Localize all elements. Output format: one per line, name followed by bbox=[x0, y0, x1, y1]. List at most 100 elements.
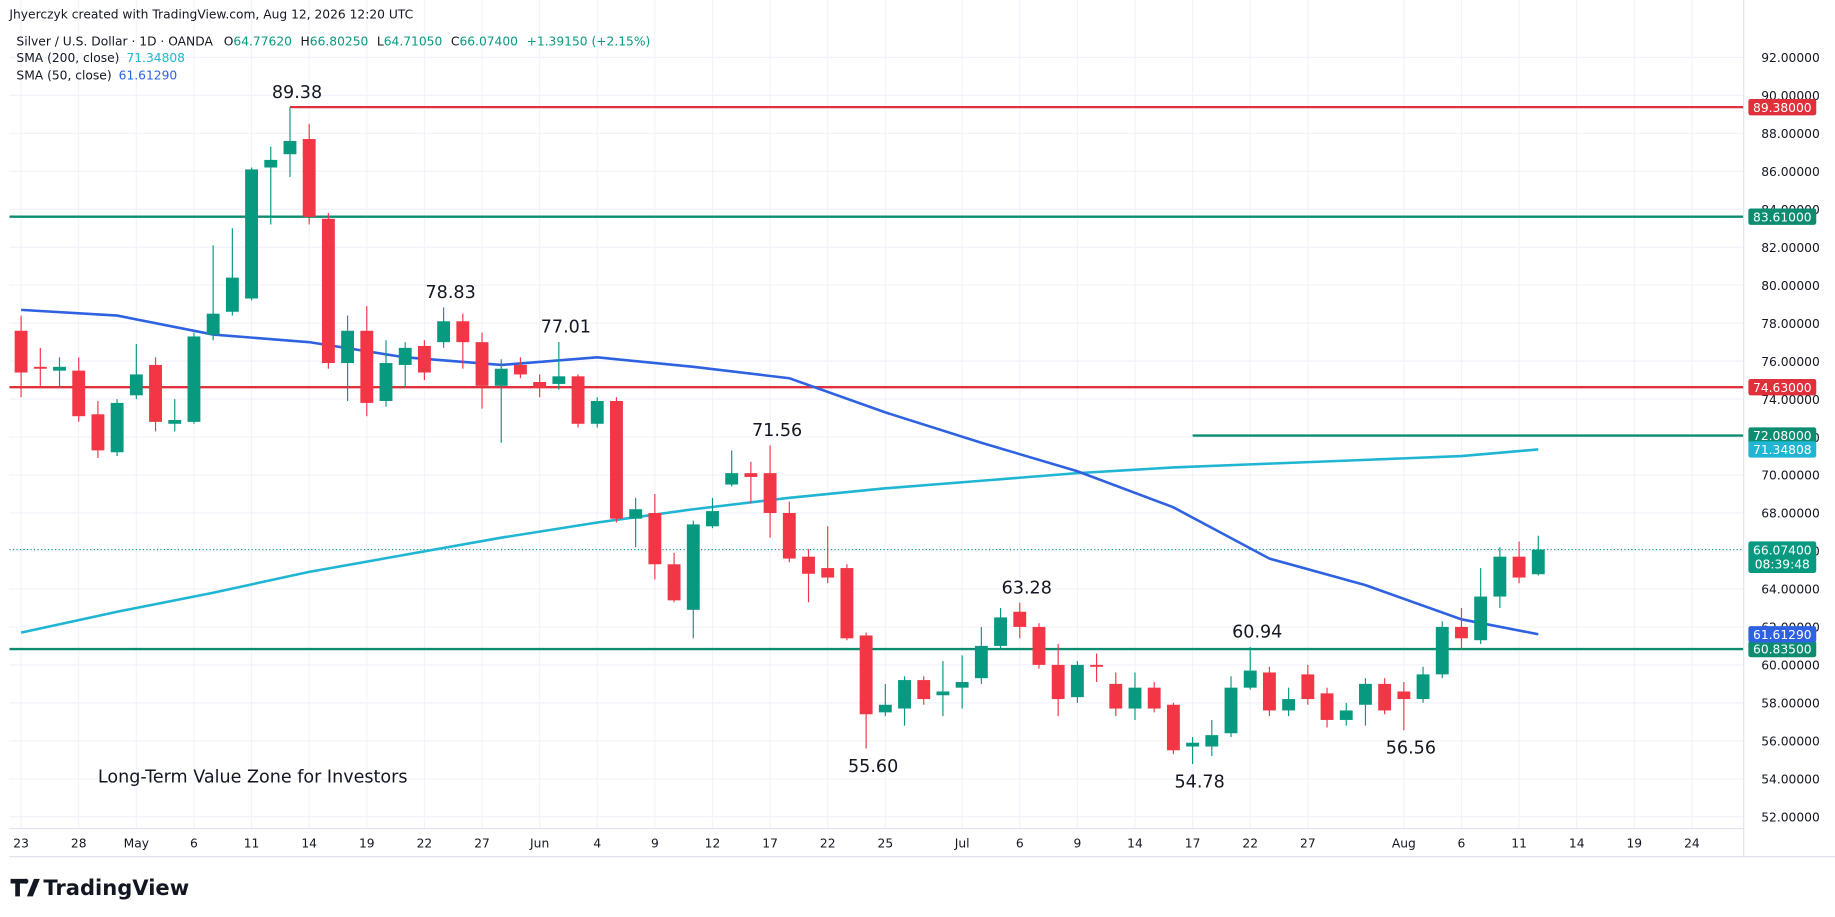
candle-body bbox=[1320, 693, 1334, 720]
x-tick-label: 24 bbox=[1684, 836, 1700, 850]
level-label-text: 60.83500 bbox=[1753, 643, 1812, 657]
legend-value: 64.77620 bbox=[233, 35, 292, 49]
candle-body bbox=[321, 218, 335, 364]
price-labels: 89.38000 83.61000 74.63000 72.08000 60.83500… bbox=[1748, 98, 1817, 658]
legend-key: L bbox=[377, 35, 384, 49]
candle-body bbox=[763, 473, 777, 514]
candle-body bbox=[1359, 683, 1372, 705]
candle-body bbox=[821, 568, 835, 578]
candle-body bbox=[1493, 556, 1507, 597]
annotation: 78.83 bbox=[426, 283, 476, 303]
candle-body bbox=[1013, 611, 1027, 627]
candle-body bbox=[744, 473, 758, 477]
logo-mark bbox=[10, 878, 40, 897]
candle-body bbox=[225, 277, 239, 312]
candle-body bbox=[1512, 556, 1526, 578]
candle-body bbox=[955, 681, 969, 688]
candle-body bbox=[571, 376, 585, 424]
candle-body bbox=[706, 511, 719, 527]
candle-body bbox=[1397, 691, 1411, 700]
x-tick-label: 6 bbox=[190, 836, 198, 850]
x-tick-label: 11 bbox=[244, 836, 260, 850]
candle-body bbox=[1339, 710, 1353, 720]
level-label-box bbox=[1748, 640, 1817, 658]
x-tick-label: 22 bbox=[1242, 836, 1258, 850]
annotation: 56.56 bbox=[1386, 739, 1436, 759]
y-tick-label: 60.00000 bbox=[1761, 659, 1820, 673]
candle-body bbox=[1416, 674, 1430, 700]
candle-body bbox=[475, 342, 489, 386]
plot-area bbox=[9, 105, 1744, 764]
candle-body bbox=[91, 414, 105, 451]
credit: Jhyerczyk created with TradingView.com, … bbox=[8, 8, 413, 22]
grid bbox=[9, 0, 1744, 829]
candle-body bbox=[552, 376, 566, 384]
x-tick-label: 9 bbox=[1073, 836, 1081, 850]
candle-body bbox=[590, 401, 604, 424]
current-price-text: 66.07400 bbox=[1753, 543, 1812, 557]
candle-body bbox=[1147, 687, 1161, 709]
candle-body bbox=[264, 159, 278, 168]
candle-body bbox=[1070, 664, 1084, 698]
axes: 52.00000 54.00000 56.00000 58.00000 60.00000… bbox=[13, 51, 1819, 850]
x-tick-label: 23 bbox=[13, 836, 29, 850]
annotation: 71.56 bbox=[752, 421, 802, 441]
level-label-text: 74.63000 bbox=[1753, 381, 1812, 395]
annotation: 63.28 bbox=[1002, 578, 1052, 598]
candle-body bbox=[859, 635, 873, 715]
x-tick-label: Aug bbox=[1392, 836, 1416, 850]
annotation: 77.01 bbox=[541, 318, 591, 338]
legend-value: 64.71050 bbox=[384, 35, 443, 49]
candle-body bbox=[648, 513, 662, 565]
candle-body bbox=[1128, 687, 1142, 709]
y-tick-label: 80.00000 bbox=[1761, 279, 1820, 293]
candle-body bbox=[283, 140, 297, 155]
brand: TradingView bbox=[43, 875, 189, 900]
candle-body bbox=[398, 347, 412, 365]
y-tick-label: 82.00000 bbox=[1761, 241, 1820, 255]
candle-body bbox=[533, 382, 547, 388]
level-label-text: 72.08000 bbox=[1753, 429, 1812, 443]
x-tick-label: 6 bbox=[1458, 836, 1466, 850]
logo-dot bbox=[23, 878, 29, 884]
x-tick-label: 9 bbox=[651, 836, 659, 850]
candle-body bbox=[974, 645, 988, 679]
legend-change: +1.39150 (+2.15%) bbox=[527, 35, 651, 49]
y-tick-label: 54.00000 bbox=[1761, 772, 1820, 786]
x-tick-label: 17 bbox=[762, 836, 778, 850]
candle-body bbox=[994, 617, 1007, 646]
level-label-box bbox=[1748, 98, 1817, 116]
x-tick-label: 17 bbox=[1185, 836, 1201, 850]
candle-body bbox=[1224, 687, 1238, 734]
x-tick-label: 27 bbox=[474, 836, 490, 850]
annotations: 89.38 78.83 77.01 71.56 55.60 63.28 60.94 54.78… bbox=[98, 83, 1436, 793]
sma-label-text: 61.61290 bbox=[1753, 628, 1812, 642]
candle-body bbox=[206, 313, 220, 335]
candle-body bbox=[513, 364, 527, 375]
x-tick-label: 11 bbox=[1511, 836, 1527, 850]
candle-body bbox=[1378, 683, 1392, 711]
candle-body bbox=[1243, 670, 1257, 688]
level-label-text: 89.38000 bbox=[1753, 101, 1812, 115]
sma-line bbox=[21, 308, 1539, 636]
legend-key: C bbox=[451, 35, 460, 49]
candle-body bbox=[187, 336, 201, 422]
sma-line bbox=[20, 448, 1539, 634]
candle-body bbox=[667, 564, 681, 601]
legend-sma50: SMA (50, close) 61.61290 bbox=[16, 69, 177, 83]
y-tick-label: 88.00000 bbox=[1761, 127, 1820, 141]
x-tick-label: 28 bbox=[71, 836, 87, 850]
candle-body bbox=[302, 139, 316, 217]
candle-body bbox=[686, 524, 700, 610]
annotation: 55.60 bbox=[848, 757, 898, 777]
candle-body bbox=[168, 419, 182, 424]
candle-body bbox=[802, 556, 815, 574]
x-tick-label: 19 bbox=[1627, 836, 1643, 850]
candle-body bbox=[725, 473, 739, 485]
brand-logo: TradingView bbox=[10, 875, 189, 900]
y-tick-label: 56.00000 bbox=[1761, 735, 1820, 749]
x-tick-label: 25 bbox=[878, 836, 894, 850]
candle-body bbox=[1262, 672, 1276, 711]
candle-body bbox=[1531, 549, 1545, 575]
